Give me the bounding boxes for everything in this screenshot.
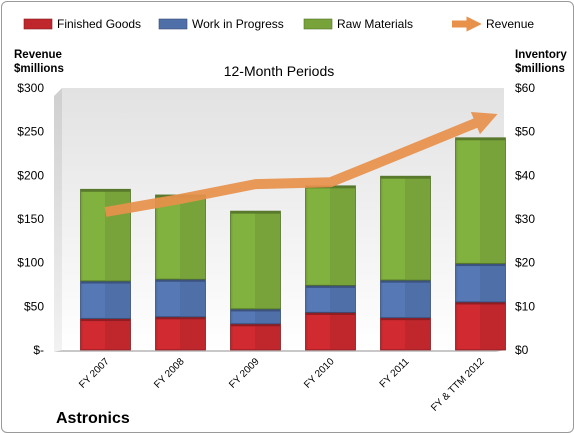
category-label: FY 2008	[152, 356, 187, 391]
bar-finished-goods	[455, 301, 506, 351]
legend-swatch	[303, 18, 333, 30]
bar-highlight	[82, 319, 105, 349]
bar-finished-goods	[380, 317, 431, 351]
right-tick-label: $30	[515, 212, 535, 226]
legend-label: Revenue	[486, 17, 534, 31]
left-axis-title-line2: $millions	[14, 63, 64, 75]
legend-swatch	[158, 18, 188, 30]
bar-cap	[305, 312, 356, 315]
right-tick-label: $20	[515, 256, 535, 270]
bar-raw-materials	[380, 175, 431, 281]
bar-raw-materials	[155, 194, 206, 280]
legend-swatch	[23, 18, 53, 30]
bar-highlight	[457, 138, 480, 263]
bar-work-in-progress	[305, 284, 356, 313]
category-label: FY 2009	[227, 356, 262, 391]
legend-label: Raw Materials	[337, 17, 413, 31]
right-axis-ticks: $0 $10 $20 $30 $40 $50 $60	[515, 81, 535, 357]
bar-cap	[155, 316, 206, 320]
left-tick-label: $150	[17, 212, 44, 226]
bar-cap	[80, 281, 131, 284]
bar-cap	[455, 301, 506, 305]
legend: Finished Goods Work in Progress Raw Materi…	[23, 16, 534, 32]
left-tick-label: $300	[17, 81, 44, 95]
bar-highlight	[307, 286, 330, 312]
right-tick-label: $10	[515, 299, 535, 313]
bar-cap	[455, 263, 506, 267]
category-label: FY 2011	[378, 356, 412, 390]
revenue-line	[104, 112, 498, 217]
right-tick-label: $40	[515, 168, 535, 182]
bar-highlight	[382, 318, 405, 349]
left-tick-label: $200	[17, 168, 44, 182]
bar-cap	[305, 285, 356, 288]
left-tick-label: $-	[33, 343, 44, 357]
legend-label: Work in Progress	[192, 17, 284, 31]
revenue-line-path	[104, 112, 498, 217]
bar-raw-materials	[305, 185, 356, 286]
bar-cap	[155, 279, 206, 282]
bar-highlight	[457, 264, 480, 301]
right-axis-title-line1: Inventory	[515, 49, 567, 61]
bar-raw-materials	[230, 210, 281, 310]
bar-highlight	[457, 302, 480, 349]
bar-highlight	[82, 190, 105, 281]
plot-floor	[54, 350, 504, 352]
bar-highlight	[232, 309, 255, 323]
bar-finished-goods	[80, 318, 131, 351]
bar-raw-materials	[455, 137, 506, 264]
bar-cap	[230, 211, 281, 214]
bar-cap	[230, 323, 281, 327]
right-tick-label: $60	[515, 81, 535, 95]
bar-highlight	[307, 186, 330, 285]
bar-cap	[380, 176, 431, 179]
bar-cap	[80, 189, 131, 192]
bar-highlight	[157, 195, 180, 279]
bar-work-in-progress	[455, 263, 506, 303]
bar-highlight	[307, 313, 330, 349]
right-tick-label: $0	[515, 343, 529, 357]
bar-finished-goods	[230, 323, 281, 351]
bar-highlight	[157, 280, 180, 316]
category-label: FY 2010	[302, 356, 337, 391]
bar-highlight	[232, 212, 255, 308]
right-tick-label: $50	[515, 125, 535, 139]
left-axis-title-line1: Revenue	[14, 49, 62, 61]
bar-highlight	[382, 177, 405, 280]
category-labels: FY 2007 FY 2008 FY 2009 FY 2010 FY 2011 FY & …	[77, 356, 487, 414]
left-tick-label: $100	[17, 256, 44, 270]
bar-finished-goods	[155, 316, 206, 351]
bar-cap	[80, 318, 131, 322]
plot-side-wall	[54, 88, 62, 352]
bar-work-in-progress	[155, 278, 206, 318]
bar-cap	[230, 308, 281, 312]
bar-work-in-progress	[80, 280, 131, 319]
bar-highlight	[157, 317, 180, 349]
legend-label: Finished Goods	[57, 17, 141, 31]
category-label: FY & TTM 2012	[429, 356, 487, 414]
left-tick-label: $250	[17, 125, 44, 139]
left-axis-ticks: $- $50 $100 $150 $200 $250 $300	[17, 81, 44, 357]
bars	[80, 137, 506, 351]
bar-highlight	[82, 282, 105, 318]
bar-highlight	[232, 324, 255, 349]
bar-cap	[380, 280, 431, 283]
bar-cap	[380, 317, 431, 321]
right-axis-title-line2: $millions	[515, 63, 565, 75]
axis-titles: Revenue $millions Inventory $millions 12…	[14, 49, 567, 427]
category-label: FY 2007	[77, 356, 112, 391]
company-name: Astronics	[56, 410, 130, 427]
chart-title: 12-Month Periods	[224, 63, 335, 79]
bar-highlight	[382, 281, 405, 317]
left-tick-label: $50	[24, 299, 44, 313]
bar-cap	[455, 137, 506, 141]
